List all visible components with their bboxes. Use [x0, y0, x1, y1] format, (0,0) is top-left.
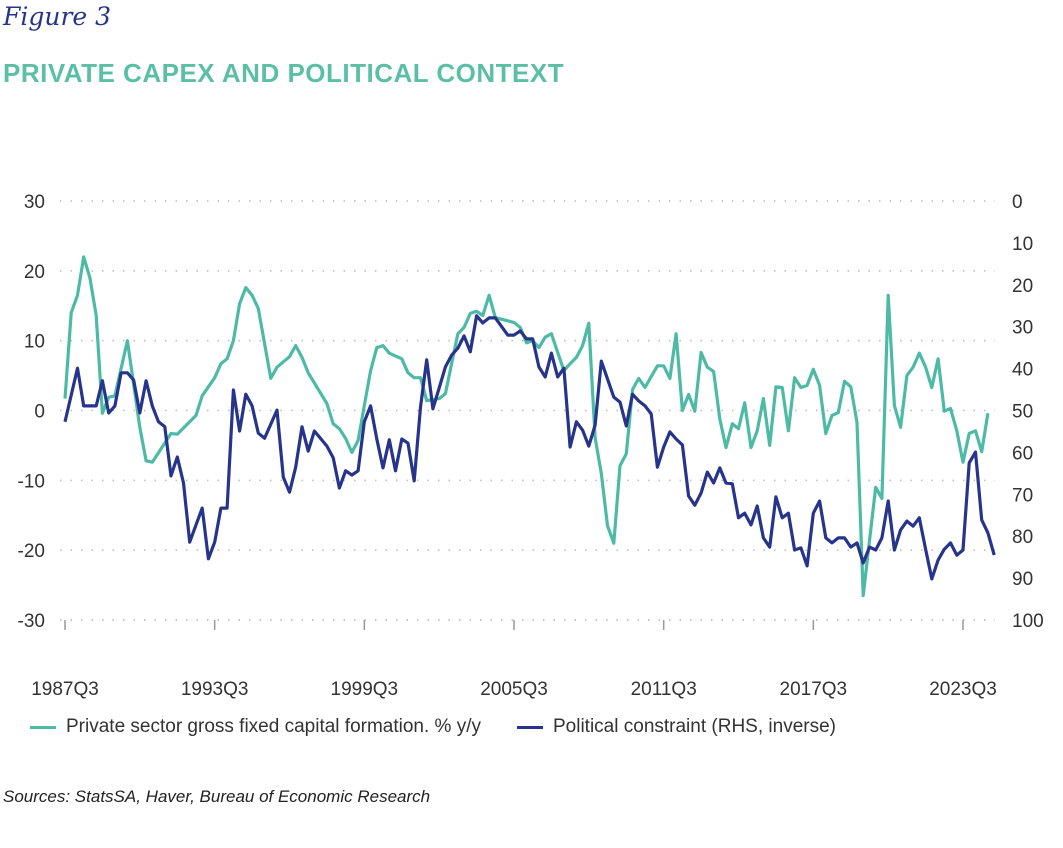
y-right-tick-label: 60 [1012, 443, 1033, 464]
y-right-tick-label: 100 [1012, 611, 1044, 632]
legend-label-political: Political constraint (RHS, inverse) [553, 716, 836, 737]
legend-item-political: Political constraint (RHS, inverse) [517, 716, 836, 738]
y-right-tick-label: 10 [1012, 234, 1033, 255]
source-note: Sources: StatsSA, Haver, Bureau of Econo… [3, 787, 431, 806]
y-left-tick-label: -10 [18, 471, 45, 492]
x-tick-label: 2005Q3 [480, 679, 548, 700]
y-right-tick-label: 40 [1012, 360, 1033, 381]
y-right-tick-label: 80 [1012, 527, 1033, 548]
y-right-tick-label: 20 [1012, 276, 1033, 297]
x-tick-label: 2023Q3 [929, 679, 997, 700]
chart: 3020100-10-20-30010203040506070809010019… [18, 192, 1044, 700]
y-right-tick-label: 70 [1012, 485, 1033, 506]
legend-item-capex: Private sector gross fixed capital forma… [30, 716, 481, 738]
x-tick-label: 1993Q3 [181, 679, 249, 700]
series-line-political [63, 314, 996, 581]
y-left-tick-label: 20 [24, 262, 45, 283]
y-left-tick-label: -30 [18, 611, 45, 632]
y-right-tick-label: 90 [1012, 569, 1033, 590]
x-tick-label: 2011Q3 [631, 679, 697, 700]
figure-label: Figure 3 [3, 2, 112, 31]
legend: Private sector gross fixed capital forma… [30, 716, 836, 738]
y-left-tick-label: 30 [24, 192, 45, 213]
x-tick-label: 1999Q3 [331, 679, 399, 700]
x-tick-label: 1987Q3 [31, 679, 99, 700]
legend-label-capex: Private sector gross fixed capital forma… [66, 716, 481, 737]
x-tick-label: 2017Q3 [780, 679, 848, 700]
y-right-tick-label: 0 [1012, 192, 1023, 213]
y-left-tick-label: 0 [34, 402, 45, 423]
chart-title: PRIVATE CAPEX AND POLITICAL CONTEXT [3, 58, 565, 88]
y-left-tick-label: 10 [24, 332, 45, 353]
y-right-tick-label: 50 [1012, 402, 1033, 423]
legend-swatch-political [517, 725, 543, 729]
legend-swatch-capex [30, 725, 56, 729]
y-right-tick-label: 30 [1012, 318, 1033, 339]
series-line-capex [63, 255, 990, 598]
y-left-tick-label: -20 [18, 541, 45, 562]
